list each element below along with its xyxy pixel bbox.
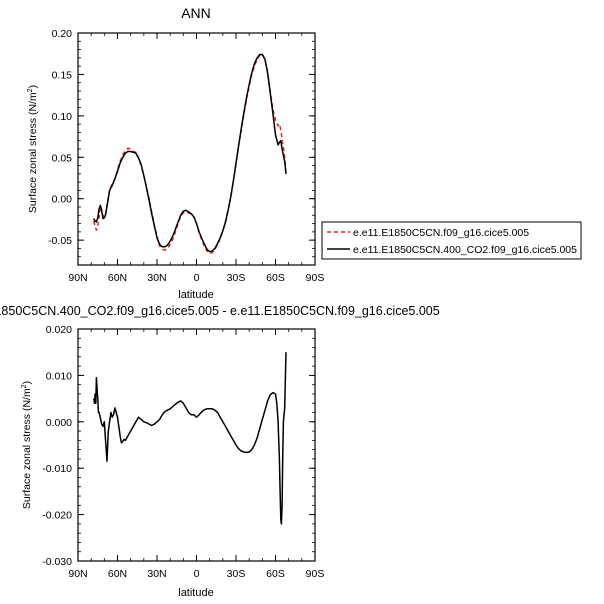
bottom-y-axis: -0.030 -0.020 -0.010 0.000 0.010 0.020 <box>42 324 315 568</box>
top-x-tick-label: 90N <box>68 272 87 284</box>
top-y-tick-label: 0.15 <box>52 69 73 81</box>
top-chart-title: ANN <box>181 5 211 21</box>
bottom-series-line-0 <box>93 352 287 525</box>
bottom-panel: e.e11.E1850C5CN.400_CO2.f09_g16.cice5.00… <box>0 304 440 599</box>
legend: e.e11.E1850C5CN.f09_g16.cice5.005 e.e11.… <box>321 221 582 260</box>
bottom-series-lines <box>93 352 287 525</box>
bottom-x-tick-label: 30S <box>227 568 246 580</box>
bottom-y-tick-label: -0.030 <box>42 556 72 568</box>
top-series-line-1 <box>93 53 287 253</box>
bottom-x-axis-label: latitude <box>178 587 213 599</box>
bottom-x-axis: 90N 60N 30N 0 30S 60S 90S <box>68 329 324 580</box>
top-y-axis-label: Surface zonal stress (N/m2) <box>27 85 39 213</box>
top-x-tick-label: 90S <box>306 272 325 284</box>
top-x-tick-label: 60S <box>266 272 285 284</box>
top-x-axis: 90N 60N 30N 0 30S 60S 90S <box>68 33 324 284</box>
bottom-chart-title: e.e11.E1850C5CN.400_CO2.f09_g16.cice5.00… <box>0 304 440 318</box>
legend-label-co2: e.e11.E1850C5CN.400_CO2.f09_g16.cice5.00… <box>353 244 577 256</box>
bottom-x-tick-label: 30N <box>147 568 166 580</box>
top-panel: ANN -0.05 0.00 0.05 0.10 0.15 0.20 90N 60N 30N 0… <box>27 5 324 301</box>
top-series-line-0 <box>93 53 287 255</box>
bottom-y-axis-label: Surface zonal stress (N/m2) <box>21 381 33 509</box>
top-y-tick-label: 0.05 <box>52 152 73 164</box>
bottom-x-tick-label: 90S <box>306 568 325 580</box>
top-y-axis: -0.05 0.00 0.05 0.10 0.15 0.20 <box>48 28 315 266</box>
legend-frame <box>321 221 582 260</box>
bottom-y-tick-label: -0.010 <box>42 463 72 475</box>
top-y-tick-label: 0.10 <box>52 111 73 123</box>
bottom-y-tick-label: 0.000 <box>46 417 72 429</box>
top-series-lines <box>93 53 287 255</box>
top-x-tick-label: 30S <box>227 272 246 284</box>
bottom-y-tick-label: 0.020 <box>46 324 72 336</box>
top-y-tick-label: -0.05 <box>48 235 72 247</box>
legend-label-control: e.e11.E1850C5CN.f09_g16.cice5.005 <box>353 227 529 239</box>
top-y-tick-label: 0.20 <box>52 28 73 40</box>
bottom-x-tick-label: 60N <box>108 568 127 580</box>
top-plot-frame <box>77 32 316 266</box>
bottom-x-tick-label: 0 <box>194 568 200 580</box>
top-x-tick-label: 0 <box>194 272 200 284</box>
bottom-x-tick-label: 60S <box>266 568 285 580</box>
top-x-tick-label: 30N <box>147 272 166 284</box>
bottom-x-tick-label: 90N <box>68 568 87 580</box>
top-x-tick-label: 60N <box>108 272 127 284</box>
bottom-y-tick-label: -0.020 <box>42 510 72 522</box>
top-y-tick-label: 0.00 <box>52 194 73 206</box>
top-x-axis-label: latitude <box>178 289 213 301</box>
bottom-y-tick-label: 0.010 <box>46 370 72 382</box>
